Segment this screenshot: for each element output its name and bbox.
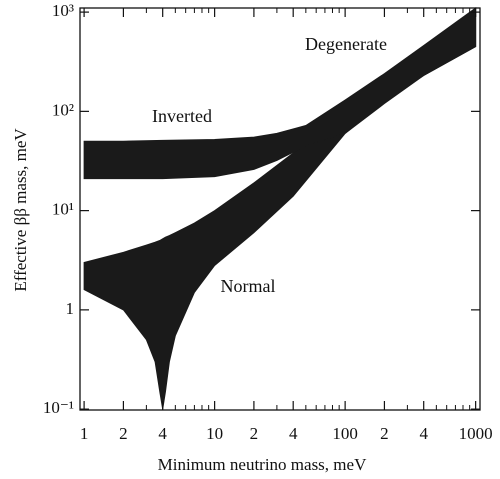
x-axis-label: Minimum neutrino mass, meV (158, 455, 367, 474)
annotation: Inverted (152, 106, 212, 126)
x-tick-label: 2 (380, 424, 389, 443)
y-tick-label: 10⁻¹ (43, 398, 74, 417)
x-tick-label: 10 (206, 424, 223, 443)
y-axis-label: Effective ββ mass, meV (11, 128, 30, 292)
x-tick-label: 2 (250, 424, 259, 443)
y-tick-label: 10¹ (52, 200, 74, 219)
band (83, 7, 477, 180)
x-tick-label: 4 (158, 424, 167, 443)
y-tick-label: 10³ (52, 1, 74, 20)
x-tick-label: 100 (332, 424, 358, 443)
x-tick-label: 1 (80, 424, 89, 443)
plot-frame (79, 7, 481, 411)
annotation: Degenerate (305, 34, 387, 54)
y-tick-label: 1 (66, 299, 75, 318)
annotation: Normal (221, 276, 276, 296)
x-tick-label: 4 (289, 424, 298, 443)
x-tick-label: 1000 (459, 424, 493, 443)
y-tick-label: 10² (52, 100, 74, 119)
x-tick-label: 4 (419, 424, 428, 443)
x-tick-label: 2 (119, 424, 128, 443)
